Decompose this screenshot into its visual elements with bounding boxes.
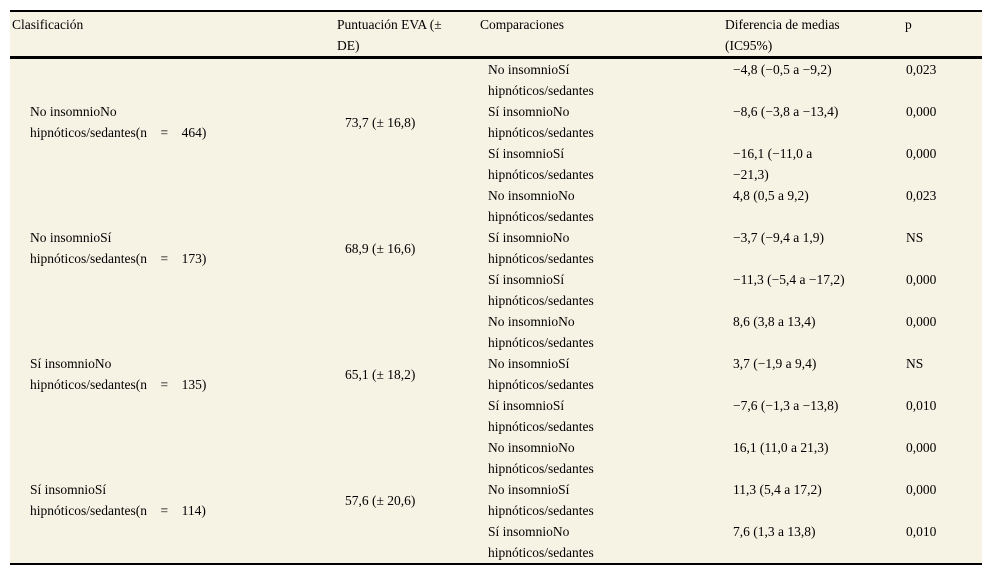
comparison-row: No insomnioSí hipnóticos/sedantes(n = 17… xyxy=(10,185,982,266)
comparison-row: Sí insomnioSí hipnóticos/sedantes −16,1 … xyxy=(10,143,982,185)
comparison-label-cell: Sí insomnioSí hipnóticos/sedantes xyxy=(488,272,594,308)
comparison-label-cell: Sí insomnioSí hipnóticos/sedantes xyxy=(488,398,594,434)
comparison-row: No insomnioNo hipnóticos/sedantes(n = 46… xyxy=(10,58,982,140)
p-value-cell: NS xyxy=(906,230,924,245)
comparison-label-cell: Sí insomnioNo hipnóticos/sedantes xyxy=(488,104,594,140)
comparison-label-cell: Sí insomnioNo hipnóticos/sedantes xyxy=(488,524,594,560)
mean-difference-cell: −4,8 (−0,5 a −9,2) xyxy=(733,62,832,77)
mean-difference-cell: −8,6 (−3,8 a −13,4) xyxy=(733,104,839,119)
eva-score-cell: 57,6 (± 20,6) xyxy=(345,492,416,508)
comparison-row: Sí insomnioSí hipnóticos/sedantes −7,6 (… xyxy=(10,395,982,437)
col-header-p: p xyxy=(903,11,982,59)
mean-difference-cell: −7,6 (−1,3 a −13,8) xyxy=(733,398,839,413)
comparison-label-cell: Sí insomnioSí hipnóticos/sedantes xyxy=(488,146,594,182)
mean-difference-cell: 16,1 (11,0 a 21,3) xyxy=(733,440,829,455)
p-value-cell: 0,000 xyxy=(906,314,937,329)
mean-difference-cell: 3,7 (−1,9 a 9,4) xyxy=(733,356,817,371)
comparison-row: No insomnioSí hipnóticos/sedantes 11,3 (… xyxy=(10,479,982,521)
mean-difference-cell: −16,1 (−11,0 a −21,3) xyxy=(733,146,813,182)
classification-cell: No insomnioNo hipnóticos/sedantes(n = 46… xyxy=(30,104,207,140)
comparison-label-cell: No insomnioNo hipnóticos/sedantes xyxy=(488,314,594,350)
classification-cell: No insomnioSí hipnóticos/sedantes(n = 17… xyxy=(30,230,207,266)
mean-difference-cell: 4,8 (0,5 a 9,2) xyxy=(733,188,809,203)
insomnia-eva-comparison-table: Clasificación Puntuación EVA (± DE) Comp… xyxy=(10,10,982,565)
comparison-label-cell: No insomnioSí hipnóticos/sedantes xyxy=(488,482,594,518)
comparison-row: Sí insomnioSí hipnóticos/sedantes −11,3 … xyxy=(10,269,982,311)
comparison-row: Sí insomnioNo hipnóticos/sedantes −8,6 (… xyxy=(10,101,982,143)
classification-cell: Sí insomnioSí hipnóticos/sedantes(n = 11… xyxy=(30,482,206,518)
comparison-row: No insomnioSí hipnóticos/sedantes 3,7 (−… xyxy=(10,353,982,395)
mean-difference-cell: 7,6 (1,3 a 13,8) xyxy=(733,524,816,539)
eva-score-cell: 68,9 (± 16,6) xyxy=(345,240,416,256)
eva-score-cell: 65,1 (± 18,2) xyxy=(345,366,416,382)
p-value-cell: 0,010 xyxy=(906,398,937,413)
comparison-label-cell: No insomnioNo hipnóticos/sedantes xyxy=(488,440,594,476)
col-header-clasificacion: Clasificación xyxy=(10,11,335,59)
mean-difference-cell: −3,7 (−9,4 a 1,9) xyxy=(733,230,824,245)
p-value-cell: 0,010 xyxy=(906,524,937,539)
header-row: Clasificación Puntuación EVA (± DE) Comp… xyxy=(10,11,982,59)
mean-difference-cell: 11,3 (5,4 a 17,2) xyxy=(733,482,822,497)
p-value-cell: NS xyxy=(906,356,924,371)
comparison-row: Sí insomnioNo hipnóticos/sedantes −3,7 (… xyxy=(10,227,982,269)
comparison-label-cell: No insomnioSí hipnóticos/sedantes xyxy=(488,356,594,392)
p-value-cell: 0,023 xyxy=(906,188,937,203)
eva-score-cell: 73,7 (± 16,8) xyxy=(345,114,416,130)
comparison-row: Sí insomnioNo hipnóticos/sedantes(n = 13… xyxy=(10,311,982,392)
p-value-cell: 0,000 xyxy=(906,104,937,119)
classification-cell: Sí insomnioNo hipnóticos/sedantes(n = 13… xyxy=(30,356,207,392)
mean-difference-cell: 8,6 (3,8 a 13,4) xyxy=(733,314,816,329)
col-header-diferencia-medias: Diferencia de medias (IC95%) xyxy=(723,11,903,59)
p-value-cell: 0,023 xyxy=(906,62,937,77)
p-value-cell: 0,000 xyxy=(906,272,937,287)
mean-difference-cell: −11,3 (−5,4 a −17,2) xyxy=(733,272,845,287)
comparison-label-cell: No insomnioNo hipnóticos/sedantes xyxy=(488,188,594,224)
p-value-cell: 0,000 xyxy=(906,440,937,455)
p-value-cell: 0,000 xyxy=(906,482,937,497)
comparison-label-cell: Sí insomnioNo hipnóticos/sedantes xyxy=(488,230,594,266)
comparison-row: Sí insomnioSí hipnóticos/sedantes(n = 11… xyxy=(10,437,982,518)
comparison-row: Sí insomnioNo hipnóticos/sedantes 7,6 (1… xyxy=(10,521,982,564)
col-header-comparaciones: Comparaciones xyxy=(478,11,723,59)
comparison-label-cell: No insomnioSí hipnóticos/sedantes xyxy=(488,62,594,98)
col-header-puntuacion-eva: Puntuación EVA (± DE) xyxy=(335,11,478,59)
p-value-cell: 0,000 xyxy=(906,146,937,161)
